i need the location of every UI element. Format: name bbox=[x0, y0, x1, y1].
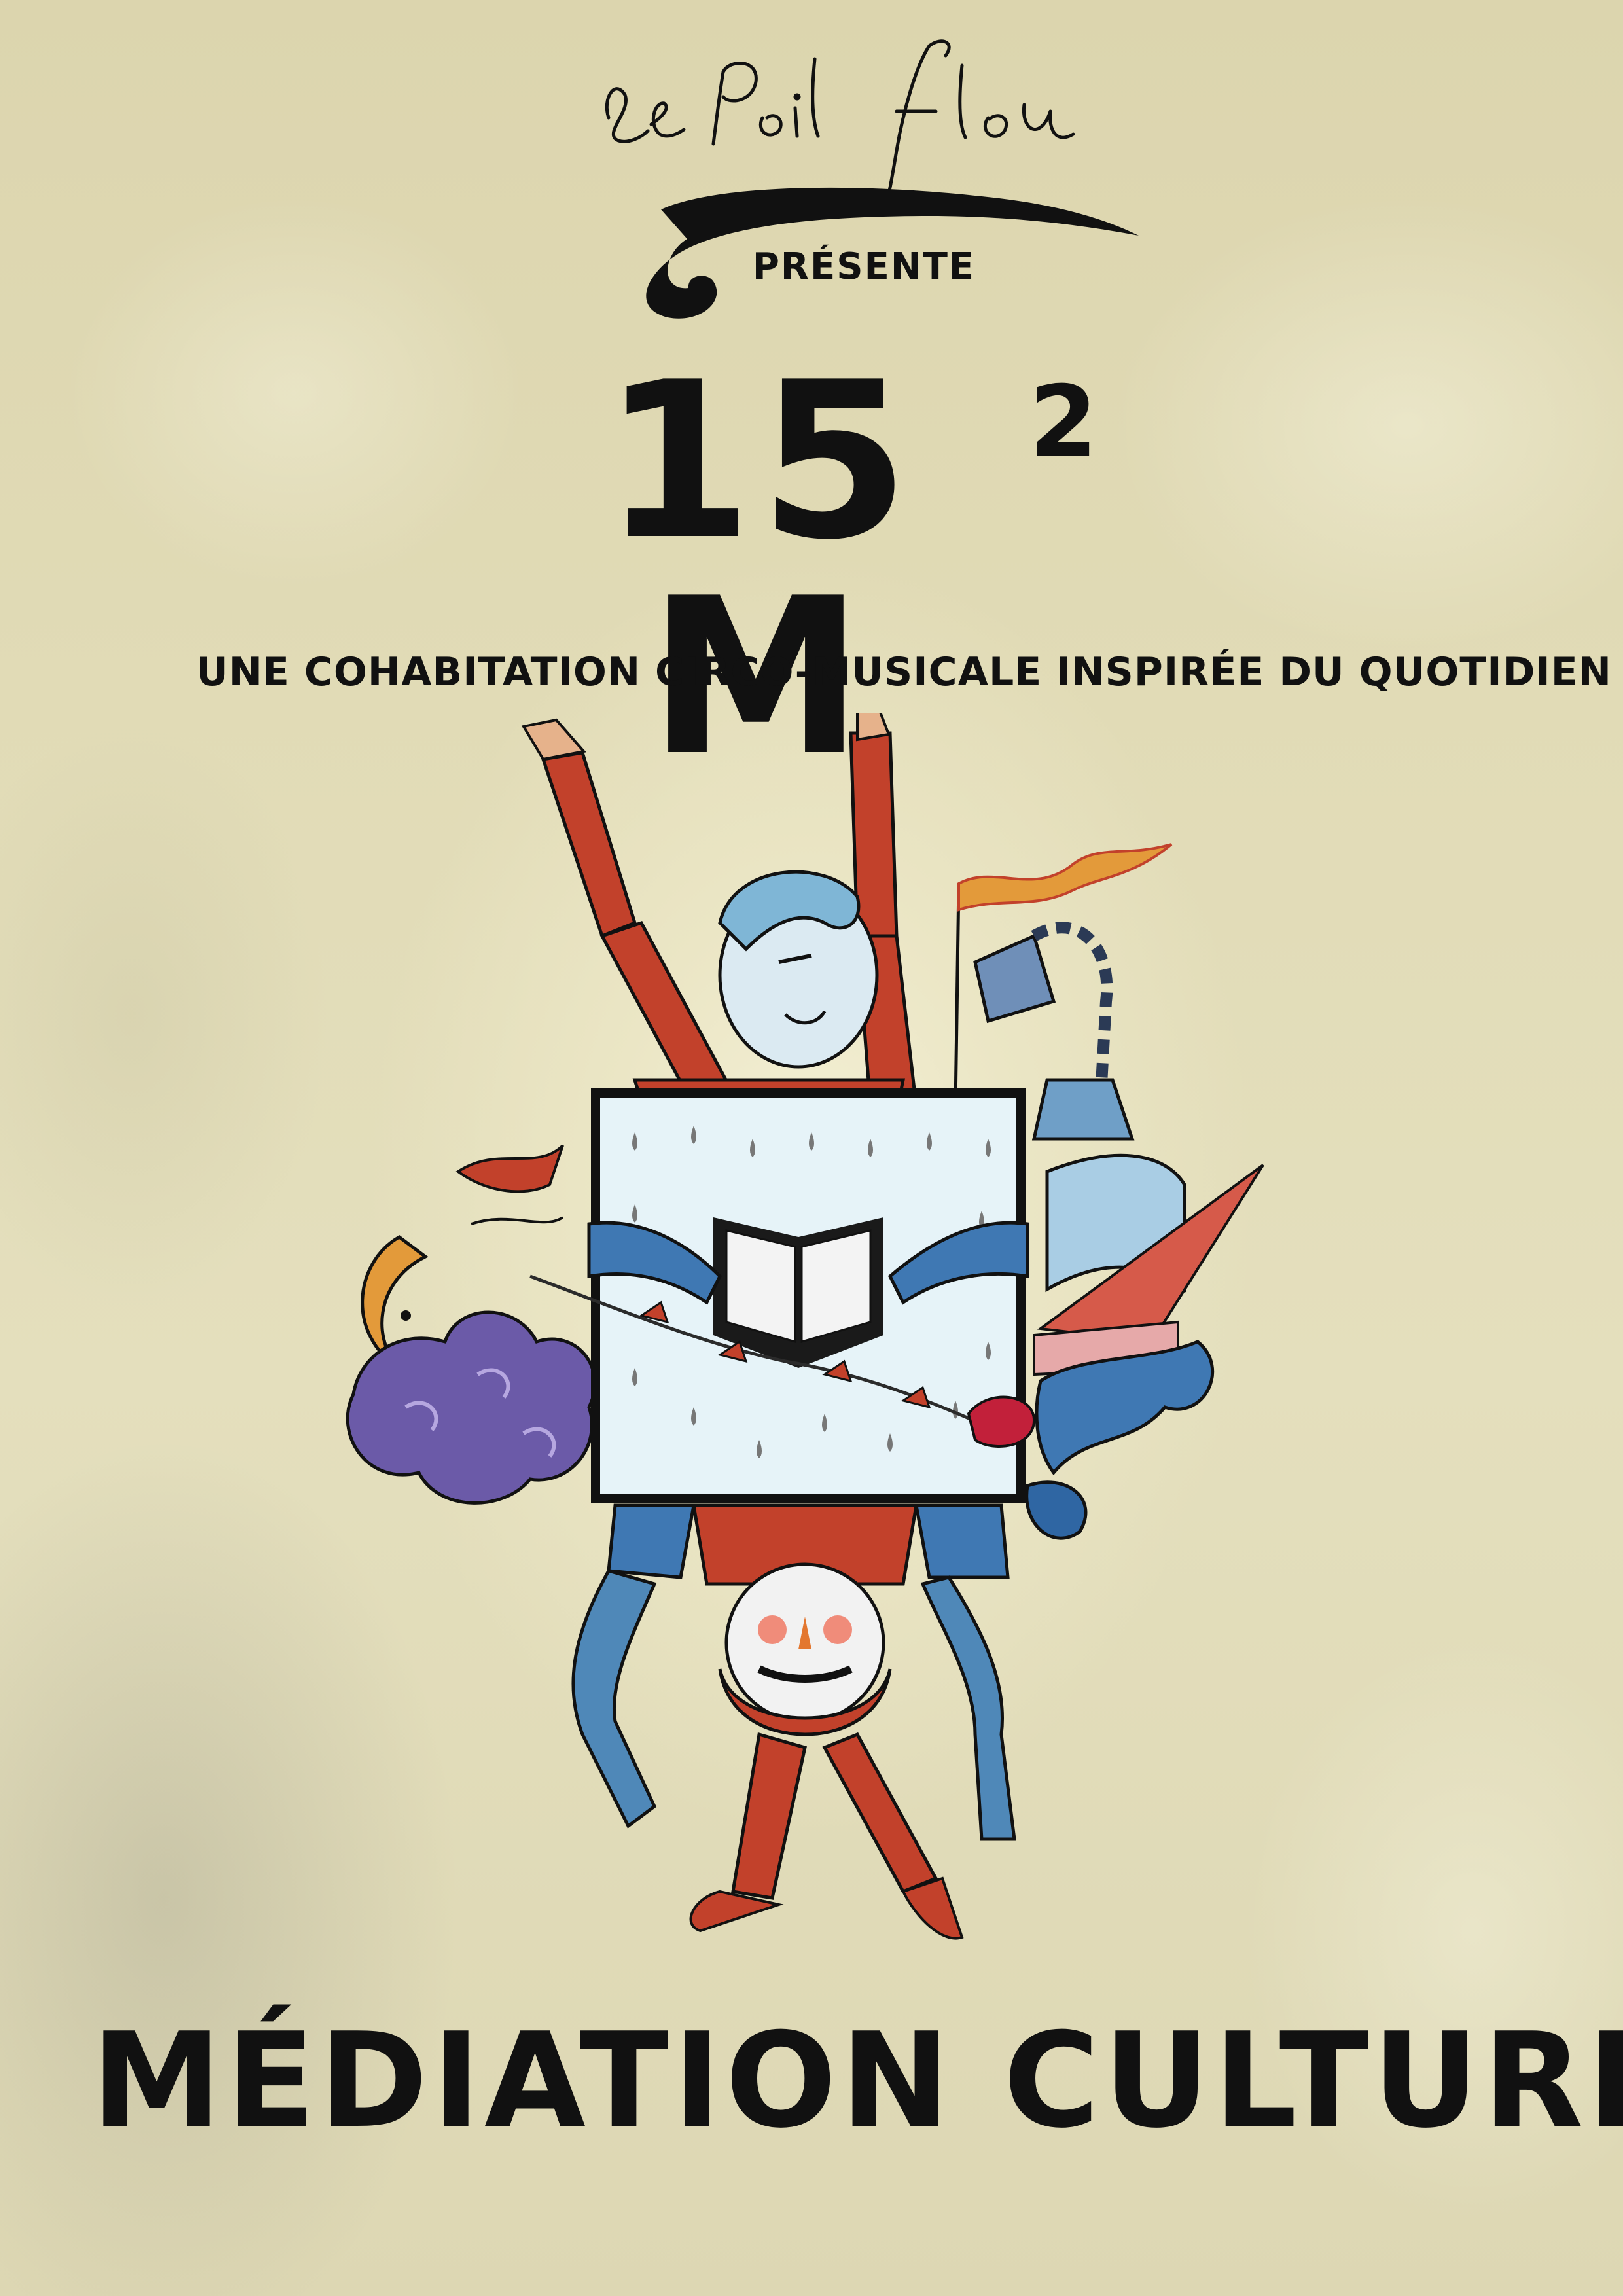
bottom-acrobat bbox=[571, 1503, 1016, 1940]
le-poil-flou-logo bbox=[589, 20, 1165, 334]
top-acrobat bbox=[521, 702, 918, 1147]
acrobat-illustration bbox=[327, 702, 1296, 1990]
presents-label: PRÉSENTE bbox=[752, 245, 976, 288]
moon-and-clouds bbox=[346, 1144, 597, 1505]
show-subtitle: UNE COHABITATION CIRCO-MUSICALE INSPIRÉE… bbox=[196, 649, 1612, 695]
lamp-and-flag bbox=[954, 843, 1173, 1141]
footer-heading: MÉDIATION CULTURELLE bbox=[92, 2005, 1623, 2157]
boat bbox=[1025, 1153, 1264, 1540]
rain-frame bbox=[529, 1088, 1036, 1503]
show-title-superscript: 2 bbox=[1029, 365, 1098, 479]
show-title: 15 M bbox=[602, 336, 916, 803]
